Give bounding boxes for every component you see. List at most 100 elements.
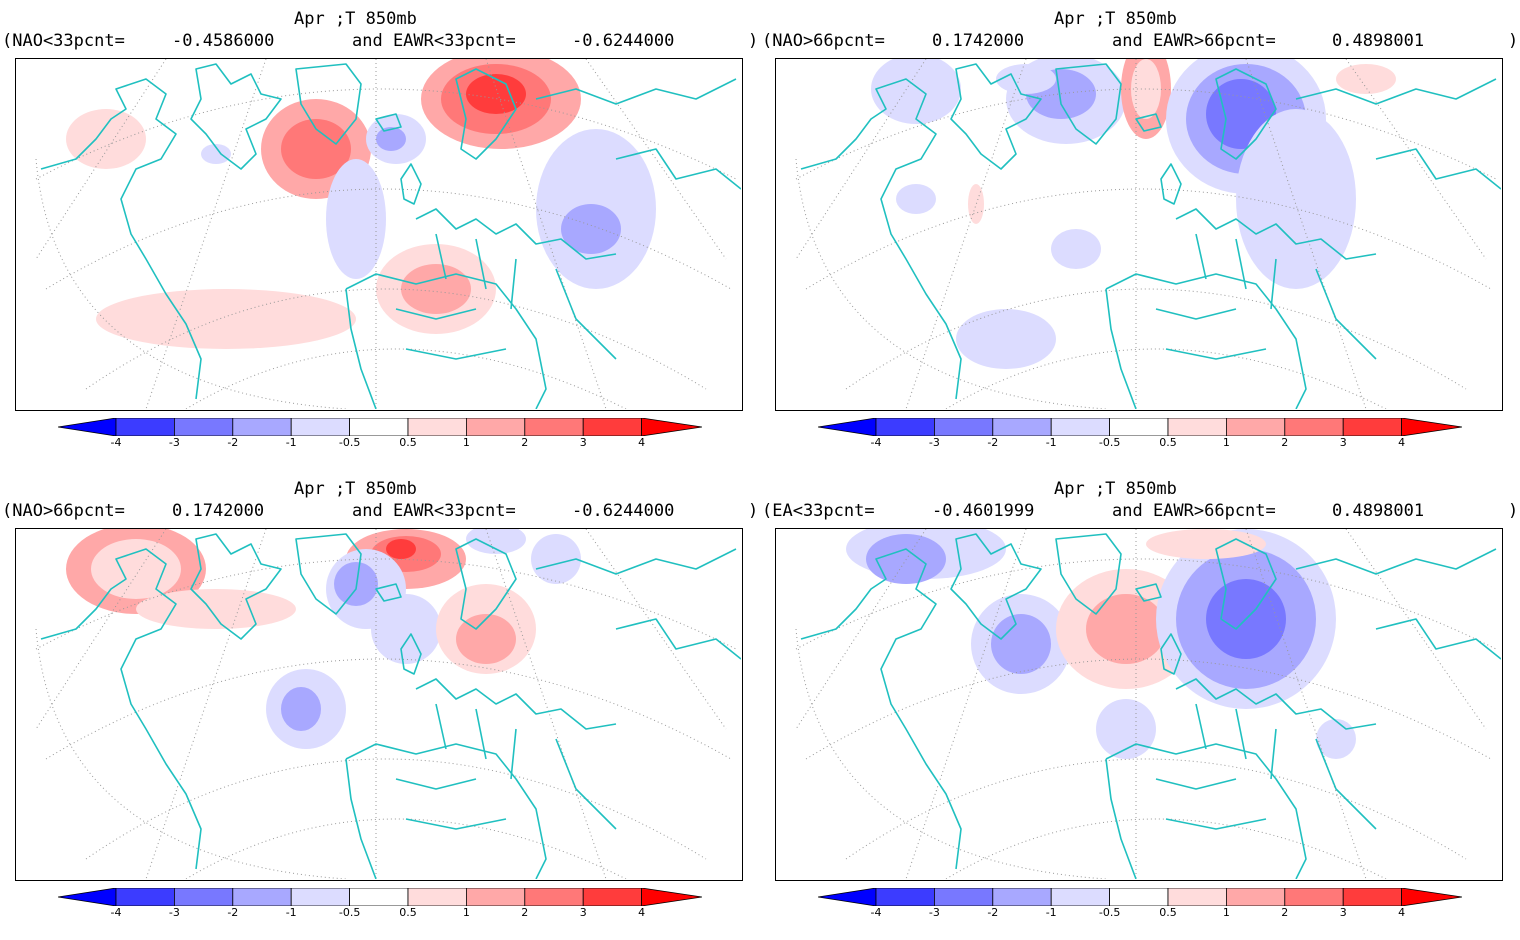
- colorbar-arrow-right: [1401, 417, 1463, 437]
- colorbar-segment: [582, 417, 643, 437]
- colorbar-segment: [349, 417, 409, 437]
- colorbar-arrow-left: [57, 887, 117, 907]
- close-paren: ): [1508, 31, 1519, 51]
- coastlines: [800, 533, 1501, 879]
- colorbar-tick-label: 0.5: [399, 436, 417, 449]
- graticule: [35, 529, 737, 879]
- warm-anomaly-region: [1146, 529, 1266, 559]
- warm-anomaly-region: [401, 264, 471, 314]
- warm-anomaly-region: [281, 119, 351, 179]
- colorbar-segment: [524, 887, 584, 907]
- condition1-label: (NAO>66pcnt=: [2, 501, 125, 521]
- colorbar-segment: [1050, 887, 1110, 907]
- colorbar-tick-label: 3: [579, 906, 587, 919]
- colorbar-tick-label: 4: [638, 906, 646, 919]
- globe-edge: [795, 158, 1107, 409]
- warm-anomaly-region: [466, 74, 526, 114]
- colorbar-tick-label: 3: [1339, 436, 1347, 449]
- colorbar-arrow-left: [57, 417, 117, 437]
- colorbar-tick-label: -1: [285, 906, 297, 919]
- colorbar-tick-label: 2: [1281, 436, 1289, 449]
- warm-anomaly-region: [136, 589, 296, 629]
- colorbar-tick-label: -0.5: [1098, 436, 1121, 449]
- colorbar-segment: [174, 417, 234, 437]
- graticule: [795, 59, 1497, 409]
- cold-anomaly-region: [896, 184, 936, 214]
- cold-anomaly-region: [466, 529, 526, 554]
- colorbar-tick-label: -4: [110, 906, 122, 919]
- colorbar-segment: [934, 417, 994, 437]
- warm-anomaly-region: [91, 539, 181, 599]
- colorbar-segment: [465, 887, 526, 907]
- cold-anomaly-region: [1051, 229, 1101, 269]
- colorbar-tick-label: -3: [928, 906, 940, 919]
- warm-anomaly-region: [1336, 64, 1396, 94]
- colorbar-scale: [817, 417, 1463, 437]
- colorbar-tick-label: -1: [1045, 436, 1057, 449]
- condition1-value: -0.4586000: [172, 31, 275, 51]
- warm-anomaly-region: [1086, 594, 1166, 664]
- warm-anomaly-region: [96, 289, 356, 349]
- colorbar-tick-label: 0.5: [1159, 906, 1177, 919]
- colorbar-segment: [524, 417, 584, 437]
- colorbar-tick-label: -3: [168, 906, 180, 919]
- colorbar-scale: [57, 417, 703, 437]
- colorbar-tick-label: -0.5: [338, 436, 361, 449]
- colorbar-segment: [465, 417, 526, 437]
- colorbar-segment: [290, 887, 350, 907]
- colorbar-tick-label: 3: [579, 436, 587, 449]
- condition2-value: 0.4898001: [1332, 31, 1425, 51]
- cold-anomaly-region: [376, 127, 406, 151]
- warm-anomaly-region: [66, 109, 146, 169]
- colorbar-tick-label: 2: [521, 906, 529, 919]
- panel-top-left: Apr ;T 850mb (NAO<33pcnt= -0.4586000 and EA…: [0, 0, 760, 470]
- temperature-anomaly-map: [795, 529, 1501, 879]
- colorbar-tick-label: 2: [1281, 906, 1289, 919]
- coastlines: [40, 63, 741, 409]
- colorbar: -4 -3 -2 -1 -0.5 0.5 1 2 3 4: [57, 887, 703, 924]
- graticule: [35, 59, 737, 409]
- colorbar-segment: [1109, 887, 1169, 907]
- temperature-anomaly-map: [35, 529, 741, 879]
- colorbar-segment: [232, 417, 292, 437]
- colorbar-tick-label: -1: [285, 436, 297, 449]
- condition2-value: -0.6244000: [572, 501, 675, 521]
- colorbar-segment: [1109, 417, 1169, 437]
- colorbar: -4 -3 -2 -1 -0.5 0.5 1 2 3 4: [817, 887, 1463, 924]
- colorbar-arrow-right: [641, 417, 703, 437]
- cold-anomaly-region: [991, 614, 1051, 674]
- panel-condition-line: (NAO>66pcnt= 0.1742000 and EAWR<33pcnt= -0.…: [0, 500, 760, 522]
- cold-anomaly-region: [281, 687, 321, 731]
- colorbar: -4 -3 -2 -1 -0.5 0.5 1 2 3 4: [57, 417, 703, 454]
- panel-title: Apr ;T 850mb: [0, 8, 760, 30]
- condition1-value: 0.1742000: [172, 501, 265, 521]
- colorbar-tick-label: -2: [227, 436, 239, 449]
- condition1-label: (EA<33pcnt=: [762, 501, 875, 521]
- colorbar-segment: [232, 887, 292, 907]
- colorbar-arrow-left: [817, 417, 877, 437]
- colorbar-scale: [57, 887, 703, 907]
- cold-anomaly-region: [561, 204, 621, 254]
- condition2-label: and EAWR>66pcnt=: [1112, 501, 1276, 521]
- colorbar-tick-label: 2: [521, 436, 529, 449]
- colorbar-tick-label: -0.5: [338, 906, 361, 919]
- panel-title-text: Apr ;T 850mb: [294, 9, 417, 29]
- condition1-label: (NAO>66pcnt=: [762, 31, 885, 51]
- colorbar-segment: [349, 887, 409, 907]
- colorbar-tick-label: -2: [227, 906, 239, 919]
- cold-anomaly-region: [1096, 699, 1156, 759]
- warm-anomaly-region: [968, 184, 984, 224]
- coastlines: [40, 533, 741, 879]
- colorbar-tick-label: 0.5: [399, 906, 417, 919]
- coastlines: [800, 63, 1501, 409]
- colorbar-segment: [1342, 887, 1403, 907]
- colorbar-segment: [875, 887, 935, 907]
- cold-anomaly-region: [1236, 109, 1356, 289]
- colorbar-tick-label: -3: [168, 436, 180, 449]
- colorbar-segment: [1225, 887, 1286, 907]
- condition1-label: (NAO<33pcnt=: [2, 31, 125, 51]
- colorbar-segment: [1225, 417, 1286, 437]
- panel-condition-line: (NAO>66pcnt= 0.1742000 and EAWR>66pcnt= 0.4…: [760, 30, 1520, 52]
- colorbar-tick-label: 0.5: [1159, 436, 1177, 449]
- colorbar-segment: [407, 417, 467, 437]
